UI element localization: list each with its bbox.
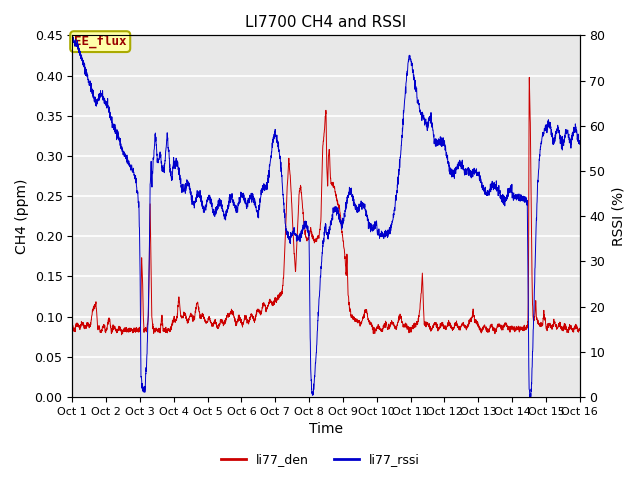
- Legend: li77_den, li77_rssi: li77_den, li77_rssi: [216, 448, 424, 471]
- Y-axis label: CH4 (ppm): CH4 (ppm): [15, 179, 29, 254]
- Title: LI7700 CH4 and RSSI: LI7700 CH4 and RSSI: [245, 15, 406, 30]
- Y-axis label: RSSI (%): RSSI (%): [611, 186, 625, 246]
- X-axis label: Time: Time: [309, 422, 343, 436]
- Text: EE_flux: EE_flux: [74, 35, 127, 48]
